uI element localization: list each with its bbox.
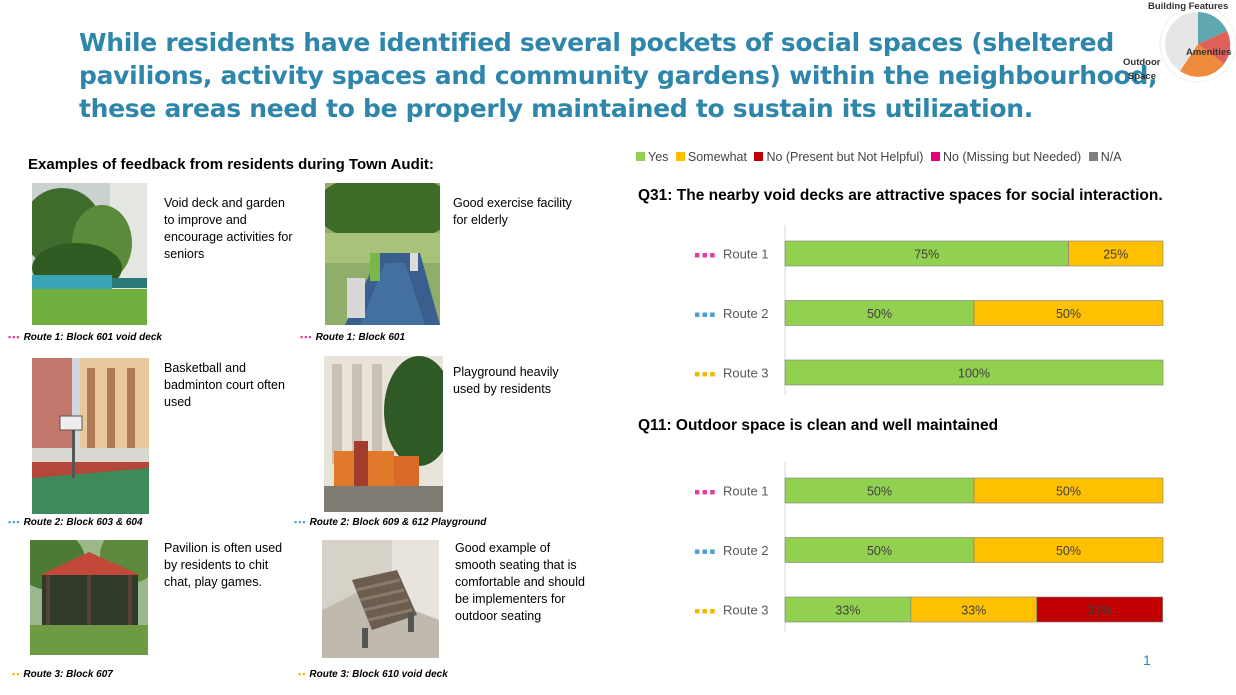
feedback-description: Basketball and badminton court often use… bbox=[164, 361, 285, 409]
category-label: Route 3 bbox=[723, 366, 769, 381]
data-label: 33% bbox=[961, 604, 986, 618]
photo-caption: ▪▪ Route 3: Block 607 bbox=[12, 669, 113, 680]
data-label: 33% bbox=[1087, 604, 1112, 618]
category-marker: ▪▪▪ bbox=[694, 310, 717, 320]
bar-segment bbox=[973, 300, 1164, 326]
bar-segment bbox=[784, 300, 975, 326]
photo-caption: ▪▪▪ Route 1: Block 601 void deck bbox=[8, 332, 162, 343]
page-title: While residents have identified several … bbox=[79, 26, 1158, 125]
title-line: these areas need to be properly maintain… bbox=[79, 94, 1033, 123]
page-number: 1 bbox=[1143, 652, 1151, 668]
legend-swatch bbox=[930, 152, 940, 161]
legend-item: No (Present but Not Helpful) bbox=[754, 150, 923, 164]
photo-basketball-court bbox=[32, 358, 149, 514]
category-label: Route 3 bbox=[723, 603, 769, 618]
data-label: 25% bbox=[1103, 248, 1128, 262]
legend-item: No (Missing but Needed) bbox=[930, 150, 1081, 164]
data-label: 100% bbox=[958, 367, 990, 381]
legend-swatch bbox=[636, 152, 645, 161]
category-label: Route 1 bbox=[723, 247, 769, 262]
category-label: Route 2 bbox=[723, 543, 769, 558]
feedback-description: Good example of smooth seating that is c… bbox=[455, 541, 585, 623]
legend-swatch bbox=[1088, 152, 1098, 161]
category-marker: ▪▪▪ bbox=[694, 488, 717, 498]
title-line: While residents have identified several … bbox=[79, 28, 1114, 57]
photo-pavilion bbox=[30, 540, 148, 655]
photo-seating bbox=[322, 540, 439, 658]
legend-swatch bbox=[675, 152, 685, 161]
data-label: 50% bbox=[867, 485, 892, 499]
badge-label-space: Space bbox=[1128, 71, 1156, 82]
title-line: pavilions, activity spaces and community… bbox=[79, 61, 1158, 90]
data-label: 75% bbox=[914, 248, 939, 262]
photo-caption: ▪▪ Route 3: Block 610 void deck bbox=[298, 669, 448, 680]
chart-legend: Yes Somewhat No (Present but Not Helpful… bbox=[636, 150, 1126, 164]
chart-title-q11: Q11: Outdoor space is clean and well mai… bbox=[638, 417, 999, 434]
chart-q31-svg: ▪▪▪ Route 1 75% 25% ▪▪▪ Route 2 50% 50% ▪▪▪ Route… bbox=[694, 225, 1164, 395]
category-marker: ▪▪▪ bbox=[694, 370, 717, 380]
data-label: 50% bbox=[867, 544, 892, 558]
data-label: 50% bbox=[867, 307, 892, 321]
outdoor-space-segment bbox=[1180, 44, 1224, 77]
photo-playground bbox=[324, 356, 443, 512]
category-marker: ▪▪▪ bbox=[694, 607, 717, 617]
bar-segment bbox=[973, 537, 1164, 563]
category-marker: ▪▪▪ bbox=[694, 547, 717, 557]
bar-segment bbox=[1068, 240, 1164, 267]
chart-q11: ▪▪▪ Route 1 50% 50% ▪▪▪ Route 2 50% 50% ▪▪▪ Route… bbox=[690, 462, 1190, 632]
legend-item: Yes bbox=[636, 150, 668, 164]
category-label: Route 1 bbox=[723, 484, 769, 499]
category-marker: ▪▪▪ bbox=[694, 251, 717, 261]
building-features-segment bbox=[1198, 12, 1227, 44]
photo-caption: ▪▪▪ Route 1: Block 601 bbox=[300, 332, 406, 343]
category-badge: Building Features Amenities Outdoor Spac… bbox=[1123, 1, 1236, 83]
chart-title-q31: Q31: The nearby void decks are attractiv… bbox=[638, 187, 1163, 204]
feedback-description: Pavilion is often used by residents to c… bbox=[164, 541, 283, 589]
bar-segment bbox=[784, 240, 1069, 267]
bar-segment bbox=[784, 477, 975, 504]
amenities-segment bbox=[1198, 31, 1231, 64]
data-label: 50% bbox=[1056, 485, 1081, 499]
badge-label-outdoor: Outdoor bbox=[1123, 57, 1161, 68]
data-label: 33% bbox=[835, 604, 860, 618]
badge-label-amenities: Amenities bbox=[1186, 47, 1231, 58]
feedback-description: Void deck and garden to improve and enco… bbox=[164, 196, 293, 261]
chart-q31: ▪▪▪ Route 1 75% 25% ▪▪▪ Route 2 50% 50% ▪▪▪ Route… bbox=[690, 225, 1190, 395]
feedback-description: Good exercise facility for elderly bbox=[453, 196, 572, 227]
bar-segment bbox=[784, 537, 975, 563]
badge-ring bbox=[1159, 5, 1236, 83]
other-segment bbox=[1165, 11, 1198, 72]
photo-void-deck-garden bbox=[32, 183, 147, 325]
photo-caption: ▪▪▪ Route 2: Block 603 & 604 bbox=[8, 517, 143, 528]
bar-segment bbox=[784, 359, 1164, 386]
chart-q11-svg: ▪▪▪ Route 1 50% 50% ▪▪▪ Route 2 50% 50% ▪▪▪ Route… bbox=[694, 462, 1164, 632]
category-label: Route 2 bbox=[723, 306, 769, 321]
badge-label-building-features: Building Features bbox=[1148, 1, 1228, 12]
photo-exercise-facility bbox=[325, 183, 440, 325]
feedback-description: Playground heavily used by residents bbox=[453, 365, 559, 396]
bar-segment bbox=[784, 596, 912, 623]
bar-segment bbox=[1036, 596, 1163, 623]
photo-caption: ▪▪▪ Route 2: Block 609 & 612 Playground bbox=[294, 517, 487, 528]
legend-item: Somewhat bbox=[675, 150, 747, 164]
feedback-heading: Examples of feedback from residents duri… bbox=[28, 156, 434, 173]
bar-segment bbox=[973, 477, 1164, 504]
legend-swatch bbox=[754, 152, 764, 161]
data-label: 50% bbox=[1056, 544, 1081, 558]
legend-item: N/A bbox=[1088, 150, 1122, 164]
data-label: 50% bbox=[1056, 307, 1081, 321]
